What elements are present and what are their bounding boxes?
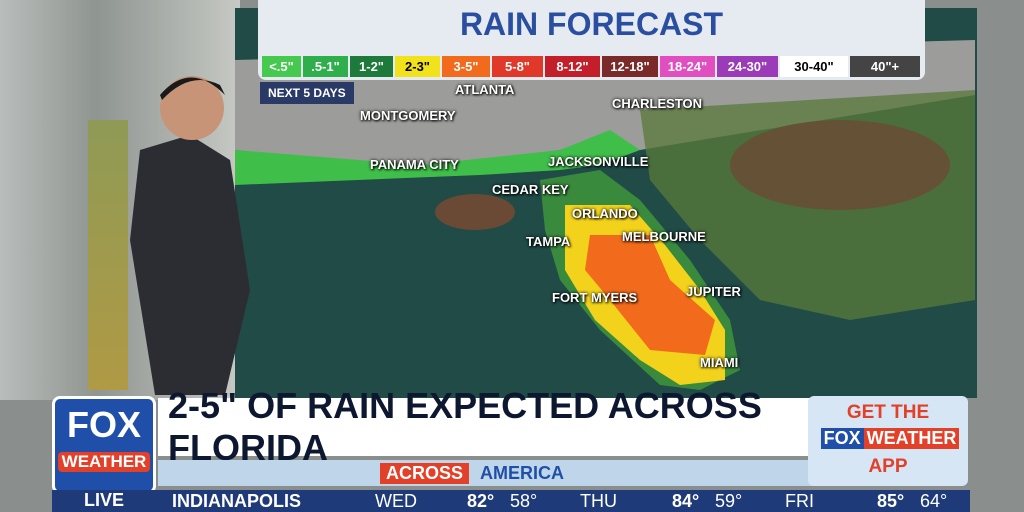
- presenter-hair: [160, 77, 225, 100]
- city-label: JACKSONVILLE: [548, 154, 649, 169]
- logo-box: [52, 396, 156, 494]
- legend-item: .5-1": [303, 56, 348, 77]
- ticker-high: 85°: [877, 491, 905, 511]
- rain-light: [235, 130, 640, 185]
- promo-brand: FOX WEATHER: [820, 428, 960, 449]
- rain-atlantic: [730, 120, 950, 210]
- ticker-low: 58°: [510, 491, 538, 511]
- promo-line1: GET THE: [846, 402, 930, 423]
- city-label: ORLANDO: [572, 206, 638, 221]
- studio-screen: [88, 120, 128, 390]
- ticker: [156, 490, 970, 512]
- city-label: ATLANTA: [455, 82, 515, 97]
- legend-item: 8-12": [545, 56, 600, 77]
- ticker-high: 82°: [467, 491, 495, 511]
- legend-item: 5-8": [492, 56, 543, 77]
- promo-weather: WEATHER: [863, 428, 960, 449]
- title: RAIN FORECAST: [459, 6, 724, 42]
- city-label: MIAMI: [700, 355, 739, 370]
- logo-weather: WEATHER: [58, 452, 150, 472]
- city-label: CHARLESTON: [612, 96, 703, 111]
- ticker-low: 64°: [920, 491, 948, 511]
- city-label: TAMPA: [526, 234, 571, 249]
- headline: 2-5" OF RAIN EXPECTED ACROSS FLORIDA: [158, 385, 813, 468]
- legend-item: 2-3": [395, 56, 440, 77]
- ticker-day: FRI: [785, 491, 814, 511]
- legend-item: 3-5": [442, 56, 490, 77]
- logo-fox: FOX: [66, 404, 141, 445]
- city-label: MELBOURNE: [622, 229, 706, 244]
- ticker-high: 84°: [672, 491, 700, 511]
- city-label: CEDAR KEY: [492, 182, 569, 197]
- city-label: MONTGOMERY: [360, 108, 456, 123]
- city-label: FORT MYERS: [552, 290, 638, 305]
- ticker-day: WED: [375, 491, 417, 511]
- promo-line3: APP: [868, 456, 908, 477]
- city-label: JUPITER: [686, 284, 741, 299]
- legend-item: 12-18": [602, 56, 658, 77]
- banner-strip: [158, 460, 813, 486]
- rain-gulf: [435, 194, 515, 230]
- legend-item: <.5": [262, 56, 301, 77]
- legend-item: 24-30": [717, 56, 778, 77]
- banner-across: ACROSS: [380, 463, 470, 484]
- legend-item: 1-2": [350, 56, 393, 77]
- legend-item: 30-40": [780, 56, 848, 77]
- legend-item: 40"+: [850, 56, 920, 77]
- city-label: PANAMA CITY: [370, 157, 459, 172]
- ticker-low: 59°: [715, 491, 743, 511]
- presenter-head: [160, 76, 224, 140]
- ticker-day: THU: [580, 491, 617, 511]
- rain-3-5: [585, 235, 715, 355]
- live-label: LIVE: [52, 490, 156, 512]
- legend-item: 18-24": [660, 56, 715, 77]
- period-label: NEXT 5 DAYS: [260, 82, 354, 104]
- ticker-city: INDIANAPOLIS: [172, 491, 302, 511]
- banner-america: AMERICA: [480, 463, 564, 483]
- promo-fox: FOX: [820, 428, 864, 449]
- presenter: [130, 135, 250, 395]
